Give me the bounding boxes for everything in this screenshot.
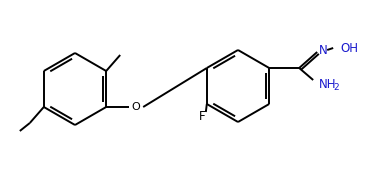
- Text: N: N: [319, 43, 328, 56]
- Text: 2: 2: [333, 82, 339, 91]
- Text: NH: NH: [319, 77, 337, 91]
- Text: F: F: [199, 109, 205, 123]
- Text: O: O: [132, 102, 141, 112]
- Text: OH: OH: [340, 42, 358, 54]
